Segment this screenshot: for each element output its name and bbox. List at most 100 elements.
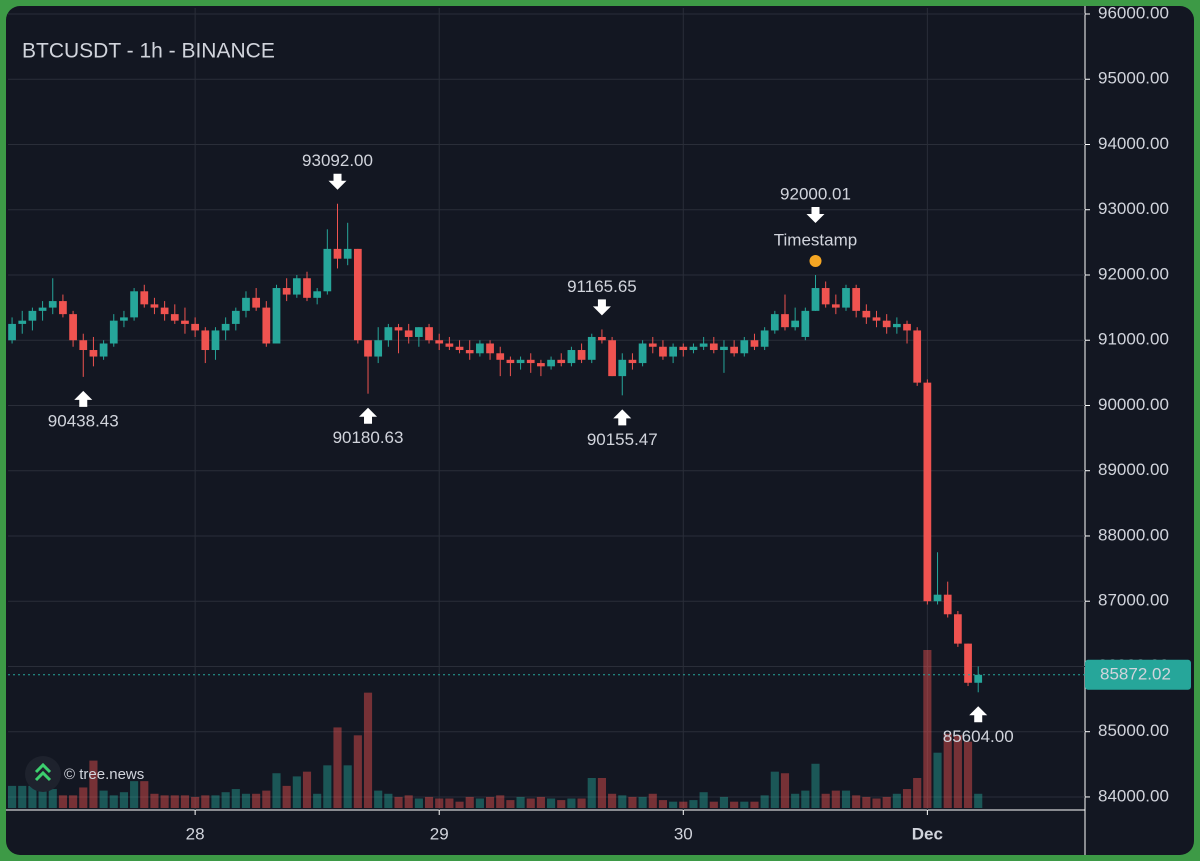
volume-bar bbox=[262, 790, 271, 808]
y-tick-label: 90000.00 bbox=[1098, 395, 1169, 414]
candle-body bbox=[892, 323, 901, 328]
volume-bar bbox=[547, 798, 556, 808]
volume-bar bbox=[38, 789, 47, 808]
candle-body bbox=[628, 359, 637, 364]
candle-body bbox=[150, 304, 159, 308]
volume-bar bbox=[119, 792, 129, 808]
candle-body bbox=[211, 330, 220, 351]
volume-bar bbox=[862, 796, 871, 808]
volume-bar bbox=[191, 796, 200, 808]
volume-bar bbox=[323, 765, 332, 808]
volume-bar bbox=[69, 795, 78, 808]
volume-bar bbox=[465, 796, 474, 808]
candle-body bbox=[18, 320, 27, 324]
candle-body bbox=[160, 307, 169, 315]
candle-body bbox=[48, 301, 57, 308]
candle-body bbox=[313, 291, 322, 298]
volume-bar bbox=[526, 798, 535, 808]
volume-bar bbox=[343, 765, 352, 808]
candle-body bbox=[252, 297, 261, 308]
annotation-arrow bbox=[969, 706, 988, 723]
volume-bar bbox=[597, 777, 606, 808]
volume-bar bbox=[58, 795, 67, 808]
candle-body bbox=[343, 248, 352, 259]
volume-bar bbox=[374, 790, 383, 808]
candle-body bbox=[191, 323, 199, 331]
volume-bar bbox=[567, 798, 576, 808]
x-tick-label: 28 bbox=[186, 824, 205, 843]
volume-bar bbox=[557, 800, 566, 808]
volume-bar bbox=[923, 650, 932, 808]
candle-body bbox=[455, 346, 464, 351]
candle-body bbox=[648, 343, 657, 347]
candle-body bbox=[852, 288, 861, 311]
candle-body bbox=[557, 359, 566, 364]
annotation-arrow bbox=[74, 390, 93, 407]
volume-bar bbox=[150, 793, 159, 808]
candle-body bbox=[913, 330, 922, 383]
volume-bar bbox=[18, 785, 27, 808]
candle-body bbox=[374, 340, 383, 357]
overlays: 85872.02 90438.43 93092.00 90180.63 91165.65… bbox=[8, 151, 1191, 746]
candle-body bbox=[323, 248, 332, 292]
candle-body bbox=[140, 291, 149, 305]
y-tick-label: 85000.00 bbox=[1098, 721, 1169, 740]
volume-bar bbox=[587, 777, 596, 808]
volume-bar bbox=[211, 795, 220, 808]
candle-body bbox=[476, 343, 484, 354]
volume-bar bbox=[679, 801, 688, 808]
candle-body bbox=[170, 314, 179, 321]
volume-bar bbox=[302, 771, 312, 808]
candle-body bbox=[99, 343, 108, 357]
volume-bar bbox=[333, 727, 342, 808]
volume-bar bbox=[536, 796, 545, 808]
volume-bar bbox=[943, 733, 952, 808]
candle-body bbox=[750, 340, 759, 347]
candle-body bbox=[740, 340, 749, 354]
candle-body bbox=[415, 327, 423, 337]
volume-bar bbox=[475, 798, 484, 808]
candle-body bbox=[964, 643, 972, 683]
annotation-arrow bbox=[613, 409, 632, 426]
candle-body bbox=[567, 350, 576, 364]
volume-bar bbox=[221, 792, 230, 808]
volume-bar bbox=[648, 793, 657, 808]
volume-bar bbox=[384, 793, 393, 808]
candle-body bbox=[242, 297, 250, 311]
candle-body bbox=[537, 363, 545, 367]
watermark: © tree.news bbox=[64, 766, 144, 783]
candle-body bbox=[933, 594, 942, 602]
volume-bar bbox=[363, 692, 373, 808]
volume-bar bbox=[577, 798, 586, 808]
candle-body bbox=[679, 346, 688, 351]
last-price-label: 85872.02 bbox=[1100, 664, 1171, 683]
candle-body bbox=[689, 346, 698, 351]
candle-body bbox=[231, 310, 240, 324]
volume-bar bbox=[913, 777, 922, 808]
volume-bar bbox=[628, 796, 637, 808]
candle-body bbox=[8, 323, 16, 341]
annotation-label: 90155.47 bbox=[587, 430, 658, 449]
volume-bar bbox=[669, 801, 678, 808]
annotation-dot bbox=[809, 254, 822, 267]
volume-bar bbox=[496, 795, 505, 808]
candle-body bbox=[109, 320, 118, 344]
volume-bar bbox=[709, 801, 718, 808]
x-tick-label: Dec bbox=[912, 824, 943, 843]
y-tick-label: 91000.00 bbox=[1098, 330, 1169, 349]
y-tick-label: 95000.00 bbox=[1098, 69, 1169, 88]
volume-bar bbox=[445, 798, 454, 808]
volume-bar bbox=[841, 790, 851, 808]
volume-bar bbox=[414, 798, 423, 808]
volume-bar bbox=[435, 798, 444, 808]
candle-body bbox=[486, 343, 494, 354]
volume-bar bbox=[608, 793, 617, 808]
annotation-label: 91165.65 bbox=[567, 277, 637, 296]
candle-body bbox=[120, 317, 128, 321]
volume-bar bbox=[485, 796, 495, 808]
candle-body bbox=[262, 307, 271, 344]
candle-body bbox=[760, 330, 769, 347]
volume-bar bbox=[689, 800, 698, 808]
candle-body bbox=[770, 314, 779, 331]
volume-bar bbox=[48, 789, 57, 808]
